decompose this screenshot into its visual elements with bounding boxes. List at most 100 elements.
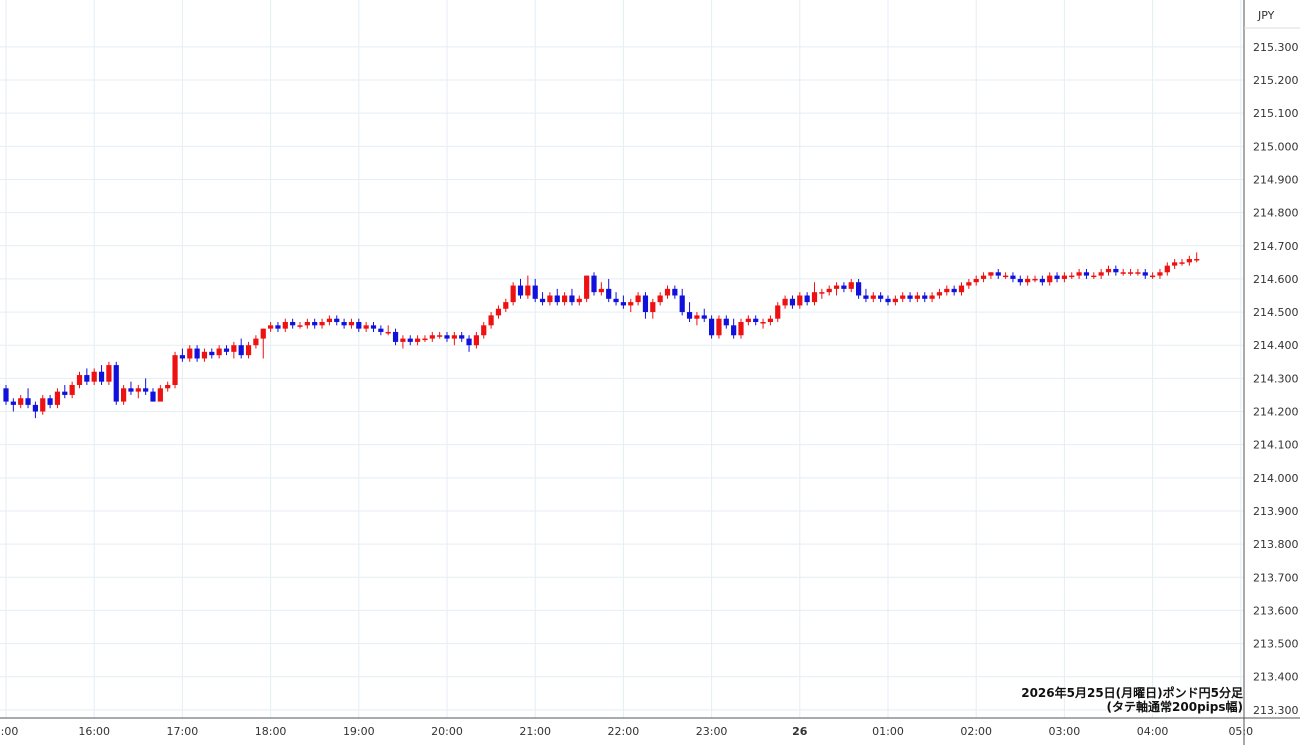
x-tick-label: 16:00 [78, 725, 110, 738]
candle-body-up [437, 335, 443, 337]
candle-body-down [591, 275, 597, 293]
y-tick-label: 215.200 [1253, 74, 1299, 87]
x-tick-label: 01:00 [872, 725, 904, 738]
candle-body-up [121, 388, 127, 402]
candle-body-down [878, 295, 884, 299]
candle-body-up [268, 325, 274, 329]
candle-body-down [642, 295, 649, 313]
candle-body-up [1091, 275, 1097, 278]
y-tick-label: 214.700 [1253, 240, 1299, 253]
candle-body-up [304, 322, 310, 326]
y-tick-label: 214.300 [1253, 372, 1299, 385]
candle-body-down [392, 331, 399, 342]
candle-body-up [1098, 272, 1104, 276]
candle-body-up [1194, 259, 1200, 261]
y-tick-label: 214.800 [1253, 207, 1299, 220]
candle-body-down [1142, 272, 1148, 276]
candle-body-up [495, 308, 502, 316]
x-tick-label: 17:00 [167, 725, 199, 738]
candle-body-up [650, 302, 656, 313]
candle-body-up [1069, 275, 1075, 278]
candle-body-up [1076, 272, 1082, 276]
candle-body-up [429, 335, 435, 339]
y-tick-label: 213.800 [1253, 538, 1299, 551]
candle-body-up [914, 295, 920, 299]
y-tick-label: 213.900 [1253, 505, 1299, 518]
candle-body-up [936, 292, 943, 296]
candle-body-down [856, 282, 862, 296]
candle-body-up [415, 338, 421, 342]
candle-body-up [253, 338, 259, 346]
y-tick-label: 214.500 [1253, 306, 1299, 319]
candle-body-up [385, 331, 391, 334]
x-tick-label: 04:00 [1137, 725, 1169, 738]
candle-body-down [378, 328, 384, 332]
x-tick-label: 21:00 [519, 725, 551, 738]
candle-body-up [657, 295, 663, 303]
x-tick-label: 23:00 [696, 725, 728, 738]
x-tick-label: 02:00 [960, 725, 992, 738]
candles [3, 252, 1200, 419]
candle-body-up [819, 292, 825, 294]
y-tick-label: 213.700 [1253, 571, 1299, 584]
candle-body-down [290, 322, 296, 326]
candle-body-down [238, 345, 244, 356]
y-axis-tick-labels: 215.300 215.200 215.100 215.000 214.900 214.8… [1253, 41, 1299, 717]
candle-body-up [1025, 278, 1031, 283]
caption-line-2: (タテ軸通常200pips幅) [1106, 700, 1243, 714]
candle-body-up [598, 288, 604, 293]
candle-body-up [201, 351, 208, 359]
candle-body-down [731, 325, 737, 336]
candle-body-down [223, 348, 230, 352]
candle-body-down [620, 302, 626, 306]
candle-body-up [716, 318, 722, 336]
candle-body-down [701, 315, 707, 319]
candle-body-up [1061, 275, 1067, 279]
candle-body-up [1120, 272, 1126, 274]
candle-body-down [128, 388, 134, 392]
candle-body-down [356, 322, 362, 329]
candle-body-up [216, 348, 222, 356]
candle-body-up [958, 285, 965, 293]
candle-body-down [679, 295, 685, 313]
candle-body-up [966, 282, 972, 286]
candle-body-up [547, 295, 553, 303]
candle-body-down [98, 371, 105, 382]
candle-body-down [517, 285, 524, 296]
candle-body-down [209, 351, 215, 356]
candle-body-up [664, 288, 671, 296]
candle-body-up [165, 384, 171, 389]
candle-body-up [1135, 272, 1141, 274]
candle-body-up [157, 388, 163, 402]
candle-body-up [1047, 275, 1053, 283]
candle-body-down [1113, 268, 1119, 273]
candle-body-up [576, 298, 582, 303]
y-tick-label: 213.300 [1253, 704, 1299, 717]
candle-body-up [422, 338, 428, 341]
y-tick-label: 214.600 [1253, 273, 1299, 286]
candle-body-up [106, 365, 112, 382]
candle-body-up [319, 322, 325, 326]
candle-body-down [753, 318, 759, 323]
candle-body-up [40, 398, 46, 412]
candle-body-down [32, 404, 38, 412]
candle-body-up [400, 338, 406, 342]
currency-label: JPY [1258, 9, 1275, 22]
candle-body-down [1017, 278, 1023, 283]
candle-body-up [1186, 259, 1192, 263]
x-tick-label: 22:00 [608, 725, 640, 738]
candle-body-up [988, 272, 994, 276]
candle-body-up [231, 345, 237, 352]
candle-body-up [826, 288, 832, 293]
candle-body-down [143, 388, 149, 392]
candle-body-up [451, 335, 457, 339]
y-tick-label: 213.400 [1253, 671, 1299, 684]
candle-body-down [150, 391, 156, 402]
candle-body-down [3, 388, 9, 402]
candle-body-down [1039, 278, 1045, 283]
candle-body-up [760, 322, 766, 324]
candle-body-down [47, 398, 53, 405]
y-tick-label: 214.200 [1253, 406, 1299, 419]
candle-body-up [782, 298, 788, 306]
